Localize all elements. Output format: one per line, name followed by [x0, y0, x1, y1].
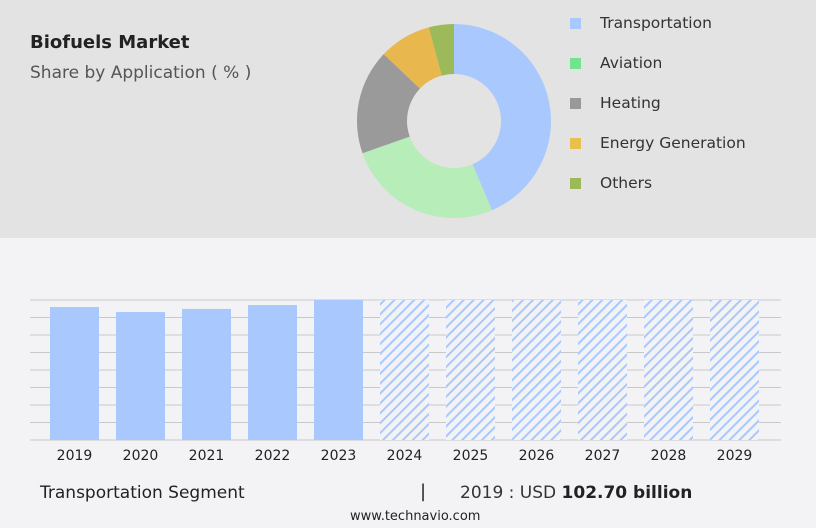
value-text: 102.70 billion — [561, 483, 693, 503]
bar-2022 — [248, 305, 297, 440]
x-tick-label: 2022 — [255, 448, 291, 464]
legend-swatch — [570, 17, 581, 29]
forecast-bar-2028 — [644, 300, 693, 440]
x-tick-label: 2019 — [57, 448, 93, 464]
bar-2019 — [50, 306, 99, 440]
legend-label: Energy Generation — [600, 134, 746, 152]
x-tick-label: 2023 — [321, 448, 357, 464]
x-tick-label: 2021 — [189, 448, 225, 464]
legend-swatch — [570, 177, 581, 189]
donut-slice-aviation — [362, 136, 492, 218]
legend-item: Energy Generation — [570, 134, 746, 152]
x-tick-label: 2020 — [123, 448, 159, 464]
legend-item: Others — [570, 174, 652, 192]
forecast-bar-2026 — [512, 300, 561, 440]
legend-label: Aviation — [600, 54, 663, 72]
x-tick-label: 2026 — [519, 448, 555, 464]
bar-2020 — [116, 312, 165, 440]
donut-slice-heating — [356, 54, 420, 154]
legend-label: Heating — [600, 94, 661, 112]
x-tick-label: 2029 — [717, 448, 753, 464]
legend-swatch — [570, 137, 581, 149]
website: www.technavio.com — [350, 509, 481, 524]
forecast-bar-2027 — [578, 300, 627, 440]
legend-swatch — [570, 57, 581, 69]
x-tick-label: 2028 — [651, 448, 687, 464]
x-tick-label: 2025 — [453, 448, 489, 464]
x-tick-label: 2024 — [387, 448, 423, 464]
bar-2021 — [182, 308, 231, 440]
year-label: 2019 : USD — [460, 483, 557, 503]
donut-slice-others — [428, 24, 454, 76]
donut-slice-transportation — [454, 24, 551, 211]
legend-label: Transportation — [600, 14, 712, 32]
legend-item: Aviation — [570, 54, 662, 72]
segment-value: 2019 : USD 102.70 billion — [460, 483, 692, 503]
forecast-bar-2025 — [446, 300, 495, 440]
legend-swatch — [570, 97, 581, 109]
forecast-bar-2024 — [380, 300, 429, 440]
chart-title: Biofuels Market — [30, 32, 190, 53]
legend-item: Heating — [570, 94, 661, 112]
legend-label: Others — [600, 174, 653, 192]
chart-subtitle: Share by Application ( % ) — [30, 63, 252, 83]
segment-label: Transportation Segment — [40, 483, 245, 503]
donut-slice-energy-generation — [383, 27, 442, 89]
separator: | — [420, 481, 427, 502]
forecast-bar-2029 — [710, 300, 759, 440]
x-tick-label: 2027 — [585, 448, 621, 464]
legend-item: Transportation — [570, 14, 712, 32]
bar-2023 — [314, 300, 363, 440]
